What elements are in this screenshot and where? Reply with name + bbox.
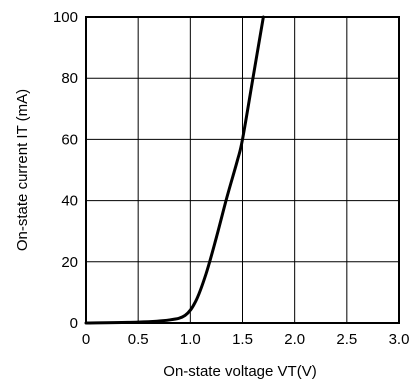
- x-tick-label: 2.5: [336, 331, 357, 348]
- grid: [86, 17, 399, 323]
- y-tick-label: 20: [61, 254, 78, 271]
- x-tick-label: 2.0: [284, 331, 305, 348]
- y-tick-label: 100: [53, 9, 78, 26]
- x-tick-label: 0.5: [128, 331, 149, 348]
- y-axis-title: On-state current IT (mA): [14, 89, 31, 251]
- y-tick-label: 40: [61, 193, 78, 210]
- series-line: [84, 15, 265, 325]
- series-layer: [84, 15, 265, 325]
- x-tick-labels: 0 0.5 1.0 1.5 2.0 2.5 3.0: [82, 331, 410, 348]
- x-tick-label: 1.5: [232, 331, 253, 348]
- x-axis-title: On-state voltage VT(V): [163, 363, 316, 380]
- x-tick-label: 0: [82, 331, 90, 348]
- y-tick-label: 60: [61, 131, 78, 148]
- x-tick-label: 1.0: [180, 331, 201, 348]
- y-tick-label: 0: [70, 315, 78, 332]
- x-tick-label: 3.0: [389, 331, 410, 348]
- y-tick-label: 80: [61, 70, 78, 87]
- y-tick-labels: 0 20 40 60 80 100: [53, 9, 78, 332]
